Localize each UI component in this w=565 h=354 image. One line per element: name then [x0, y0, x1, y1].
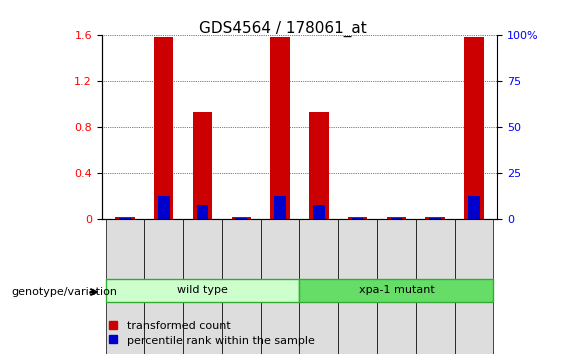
Bar — [386, 217, 406, 219]
Bar — [390, 218, 402, 219]
FancyBboxPatch shape — [260, 219, 299, 354]
Bar — [193, 113, 212, 219]
Text: GDS4564 / 178061_at: GDS4564 / 178061_at — [199, 21, 366, 38]
Bar — [425, 217, 445, 219]
Text: xpa-1 mutant: xpa-1 mutant — [359, 285, 434, 295]
Bar — [115, 217, 134, 219]
FancyBboxPatch shape — [106, 219, 144, 354]
Bar — [468, 195, 480, 219]
Bar — [232, 217, 251, 219]
Bar — [348, 217, 367, 219]
Bar — [119, 218, 131, 219]
Bar — [271, 36, 290, 219]
FancyBboxPatch shape — [183, 219, 222, 354]
Bar — [309, 113, 328, 219]
FancyBboxPatch shape — [144, 219, 183, 354]
FancyBboxPatch shape — [222, 219, 260, 354]
Bar — [464, 36, 484, 219]
FancyBboxPatch shape — [377, 219, 416, 354]
Bar — [158, 195, 170, 219]
FancyBboxPatch shape — [416, 219, 455, 354]
Legend: transformed count, percentile rank within the sample: transformed count, percentile rank withi… — [107, 321, 315, 346]
Bar — [429, 218, 441, 219]
Bar — [197, 205, 208, 219]
FancyBboxPatch shape — [455, 219, 493, 354]
Text: wild type: wild type — [177, 285, 228, 295]
FancyBboxPatch shape — [299, 219, 338, 354]
FancyBboxPatch shape — [299, 279, 493, 302]
FancyBboxPatch shape — [106, 279, 299, 302]
Text: genotype/variation: genotype/variation — [11, 287, 118, 297]
Bar — [274, 195, 286, 219]
Bar — [352, 218, 363, 219]
Bar — [154, 36, 173, 219]
FancyBboxPatch shape — [338, 219, 377, 354]
Bar — [236, 218, 247, 219]
Bar — [313, 205, 325, 219]
